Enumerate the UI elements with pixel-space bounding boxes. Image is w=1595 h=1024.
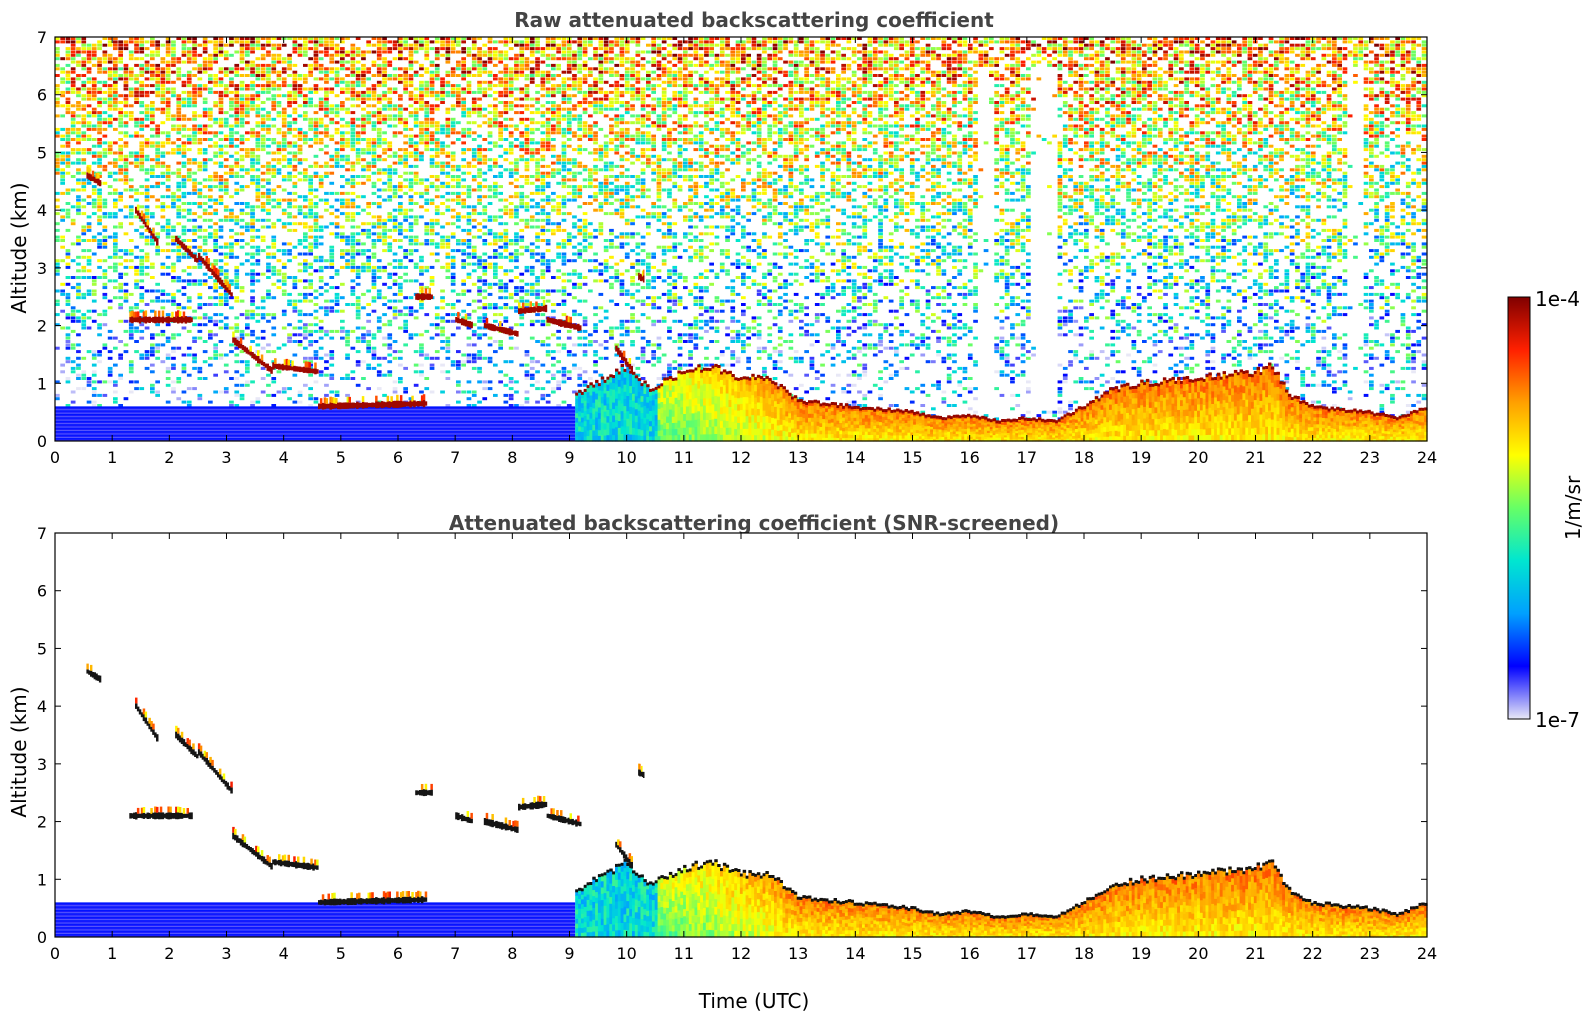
x-tick-label: 2 [164,448,174,467]
y-tick-label: 4 [37,697,47,716]
x-tick-label: 4 [279,448,289,467]
x-tick-label: 17 [1017,448,1037,467]
plot-area-screened [55,533,1428,938]
x-axis-label: Time (UTC) [698,989,810,1013]
plot-area-raw [55,37,1428,442]
y-tick-label: 7 [37,28,47,47]
surface-layer [55,902,575,937]
surface-layer [55,406,575,441]
x-tick-label: 12 [731,944,751,963]
x-tick-label: 22 [1302,448,1322,467]
panel-title-screened: Attenuated backscattering coefficient (S… [449,511,1059,535]
x-tick-label: 24 [1417,944,1437,963]
y-tick-label: 5 [37,639,47,658]
panel-raw: Raw attenuated backscattering coefficien… [7,8,1437,467]
x-tick-label: 20 [1188,448,1208,467]
x-tick-label: 8 [507,944,517,963]
x-tick-label: 21 [1245,944,1265,963]
x-tick-label: 20 [1188,944,1208,963]
x-tick-label: 1 [107,944,117,963]
x-tick-label: 9 [564,944,574,963]
y-tick-label: 0 [37,432,47,451]
x-tick-label: 14 [845,944,865,963]
colorbar-max-label: 1e-4 [1535,287,1580,311]
x-tick-label: 18 [1074,944,1094,963]
y-tick-label: 3 [37,259,47,278]
y-tick-label: 5 [37,143,47,162]
x-tick-label: 21 [1245,448,1265,467]
colorbar-units-label: 1/m/sr [1561,475,1585,540]
x-tick-label: 11 [674,944,694,963]
x-tick-label: 9 [564,448,574,467]
y-tick-label: 7 [37,524,47,543]
x-tick-label: 5 [336,448,346,467]
y-tick-label: 6 [37,582,47,601]
x-tick-label: 16 [959,448,979,467]
x-tick-label: 23 [1360,448,1380,467]
y-tick-label: 1 [37,870,47,889]
colorbar-min-label: 1e-7 [1535,708,1580,732]
x-tick-label: 10 [616,448,636,467]
y-tick-label: 6 [37,86,47,105]
x-tick-label: 7 [450,944,460,963]
x-tick-label: 6 [393,448,403,467]
x-tick-label: 0 [50,448,60,467]
x-tick-label: 13 [788,944,808,963]
x-tick-label: 8 [507,448,517,467]
x-tick-label: 3 [221,448,231,467]
x-tick-label: 10 [616,944,636,963]
x-tick-label: 22 [1302,944,1322,963]
cloud-segment [129,807,193,820]
x-tick-label: 7 [450,448,460,467]
x-tick-label: 18 [1074,448,1094,467]
y-tick-label: 0 [37,928,47,947]
colorbar: 1e-4 1e-7 1/m/sr [1508,287,1585,732]
y-axis-label-screened: Altitude (km) [7,686,31,817]
x-tick-label: 11 [674,448,694,467]
x-tick-label: 1 [107,448,117,467]
x-tick-label: 15 [902,448,922,467]
x-tick-label: 6 [393,944,403,963]
x-tick-label: 19 [1131,448,1151,467]
x-tick-label: 5 [336,944,346,963]
x-tick-label: 24 [1417,448,1437,467]
x-tick-label: 16 [959,944,979,963]
x-tick-label: 23 [1360,944,1380,963]
y-tick-label: 4 [37,201,47,220]
y-tick-label: 3 [37,755,47,774]
y-tick-label: 1 [37,374,47,393]
x-tick-label: 3 [221,944,231,963]
x-tick-label: 13 [788,448,808,467]
y-tick-label: 2 [37,813,47,832]
x-tick-label: 14 [845,448,865,467]
x-tick-label: 19 [1131,944,1151,963]
x-tick-label: 17 [1017,944,1037,963]
panel-title-raw: Raw attenuated backscattering coefficien… [514,8,994,32]
x-tick-label: 4 [279,944,289,963]
x-tick-label: 15 [902,944,922,963]
colorbar-gradient [1508,297,1530,719]
x-tick-label: 0 [50,944,60,963]
x-tick-label: 2 [164,944,174,963]
x-tick-label: 12 [731,448,751,467]
y-tick-label: 2 [37,317,47,336]
y-axis-label-raw: Altitude (km) [7,182,31,313]
panel-screened: Attenuated backscattering coefficient (S… [7,511,1437,1013]
